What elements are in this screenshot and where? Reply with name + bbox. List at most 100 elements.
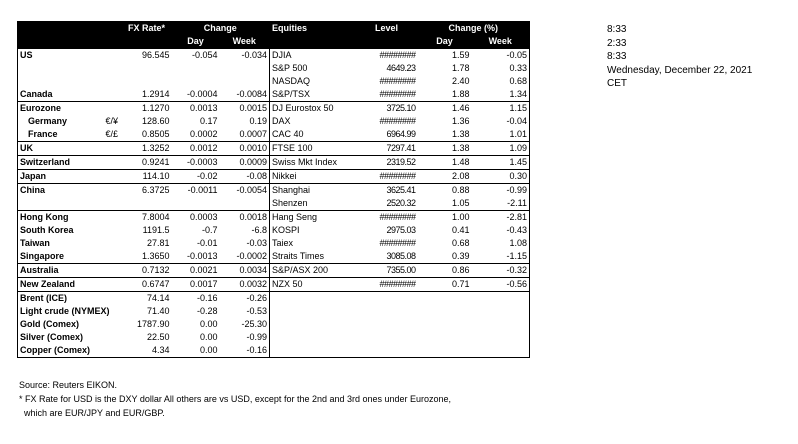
equity-index: S&P/TSX — [269, 88, 356, 102]
fx-rate: 1.3650 — [141, 251, 170, 261]
country-name: New Zealand — [17, 277, 104, 292]
country-name: UK — [17, 141, 104, 156]
commodity-week-change: -25.30 — [241, 319, 268, 329]
commodity-week-change: -0.99 — [246, 332, 268, 342]
date-text: Wednesday, December 22, 2021 — [607, 64, 753, 76]
equity-week-change: 1.09 — [471, 141, 530, 156]
blank-cell — [269, 318, 530, 331]
equity-level: ######## — [355, 169, 418, 184]
equity-index: DAX — [269, 115, 356, 128]
fx-rate: 0.9241 — [121, 155, 172, 170]
equity-index: NASDAQ — [269, 75, 356, 88]
table-row: S&P 500 4649.23 1.78 0.33 — [18, 62, 530, 75]
currency-pair — [103, 141, 122, 156]
country-name: Eurozone — [17, 101, 104, 115]
equity-day-change: 1.78 — [451, 63, 470, 73]
fx-day-change: 0.0012 — [171, 141, 220, 156]
equity-day-change: 1.38 — [417, 141, 472, 156]
country-name: Singapore — [20, 251, 65, 261]
timezone-text: CET — [607, 78, 627, 89]
fx-day-change: 0.0003 — [171, 210, 220, 224]
commodity-week-change: -0.53 — [246, 306, 268, 316]
fx-week-change: 0.0032 — [219, 277, 270, 292]
fx-day-header: Day — [171, 35, 220, 49]
country-name: Canada — [20, 89, 53, 99]
footnotes: Source: Reuters EIKON. * FX Rate for USD… — [19, 378, 451, 420]
equity-level: ######## — [379, 89, 416, 99]
equity-level: ######## — [355, 210, 418, 224]
commodity-row: Gold (Comex) 1787.90 0.00 -25.30 — [18, 318, 530, 331]
equity-week-change: -2.81 — [471, 210, 530, 224]
commodity-row: Light crude (NYMEX) 71.40 -0.28 -0.53 — [18, 305, 530, 318]
commodity-day-change: -0.16 — [171, 291, 220, 305]
equity-index: Nikkei — [269, 169, 356, 184]
country-name: France — [28, 129, 58, 139]
country-name: Hong Kong — [17, 210, 104, 224]
equity-level: 2319.52 — [355, 155, 418, 170]
equity-day-change: 0.39 — [451, 251, 470, 261]
fx-day-change — [172, 75, 220, 88]
equity-week-change: 1.45 — [471, 155, 530, 170]
change-pct-header: Change (%) — [417, 21, 530, 35]
equity-level: 3625.41 — [355, 183, 418, 197]
equity-index: Taiex — [269, 237, 356, 250]
equity-index: DJ Eurostox 50 — [269, 101, 356, 115]
fx-rate — [122, 197, 172, 211]
equity-index: KOSPI — [269, 224, 356, 237]
commodity-day-change: 0.00 — [199, 345, 218, 355]
fx-week-change: 0.0015 — [219, 101, 270, 115]
equity-week-change: 1.08 — [509, 238, 528, 248]
commodity-row: Brent (ICE) 74.14 -0.16 -0.26 — [17, 291, 530, 305]
equity-index: S&P/ASX 200 — [269, 263, 356, 278]
table-row: Hong Kong 7.8004 0.0003 0.0018 Hang Seng ####… — [17, 210, 530, 224]
equity-day-change: 1.48 — [417, 155, 472, 170]
fx-day-change: -0.054 — [171, 48, 220, 62]
table-row: Australia 0.7132 0.0021 0.0034 S&P/ASX 200 73… — [17, 263, 530, 278]
equity-index: NZX 50 — [269, 277, 356, 292]
fx-week-header: Week — [219, 35, 270, 49]
fx-day-change: -0.0013 — [186, 251, 218, 261]
equity-day-change: 0.86 — [417, 263, 472, 278]
table-row: Canada 1.2914 -0.0004 -0.0084 S&P/TSX #######… — [18, 88, 530, 102]
blank-cell — [269, 331, 530, 344]
equity-day-change: 1.05 — [451, 198, 470, 208]
equity-week-change: -2.11 — [507, 198, 528, 208]
country-name: South Korea — [20, 225, 74, 235]
equity-day-change: 1.00 — [417, 210, 472, 224]
commodity-name: Brent (ICE) — [17, 291, 122, 305]
equity-level: ######## — [379, 238, 416, 248]
fx-rate: 114.10 — [121, 169, 172, 184]
fx-week-change: 0.0018 — [219, 210, 270, 224]
equity-day-change: 1.36 — [451, 116, 470, 126]
fx-rate — [122, 75, 172, 88]
fx-week-change: 0.0010 — [219, 141, 270, 156]
commodity-day-change: -0.28 — [196, 306, 218, 316]
table-row: Japan 114.10 -0.02 -0.08 Nikkei ######## 2.08 0… — [17, 169, 530, 184]
equity-week-change: -0.04 — [506, 116, 528, 126]
fx-day-change: 0.0002 — [189, 129, 218, 139]
fx-week-change — [220, 197, 270, 211]
table-row: UK 1.3252 0.0012 0.0010 FTSE 100 7297.41 1.38 1… — [17, 141, 530, 156]
equity-index: Swiss Mkt Index — [269, 155, 356, 170]
equity-level: 3725.10 — [355, 101, 418, 115]
fx-day-change: -0.0003 — [171, 155, 220, 170]
country-name: Australia — [17, 263, 104, 278]
equity-level: 2975.03 — [386, 225, 416, 235]
equity-index: DJIA — [269, 48, 356, 62]
commodity-name: Silver (Comex) — [20, 332, 84, 342]
fx-day-change: 0.17 — [199, 116, 218, 126]
commodity-row: Silver (Comex) 22.50 0.00 -0.99 — [18, 331, 530, 344]
commodity-value: 71.40 — [146, 306, 170, 316]
table-row: South Korea 1191.5 -0.7 -6.8 KOSPI 2975.03 0.4… — [18, 224, 530, 237]
fx-week-change: 0.0007 — [239, 129, 268, 139]
equity-week-change: 0.30 — [471, 169, 530, 184]
subheader-row: Day Week Day Week — [17, 35, 530, 49]
currency-pair — [103, 169, 122, 184]
equity-level: 7297.41 — [355, 141, 418, 156]
currency-pair — [104, 197, 122, 211]
time-2: 2:33 — [607, 37, 627, 49]
fx-rate — [122, 62, 172, 75]
country-name: Germany — [28, 116, 68, 126]
fx-day-change — [172, 62, 220, 75]
time-1: 8:33 — [607, 24, 627, 35]
